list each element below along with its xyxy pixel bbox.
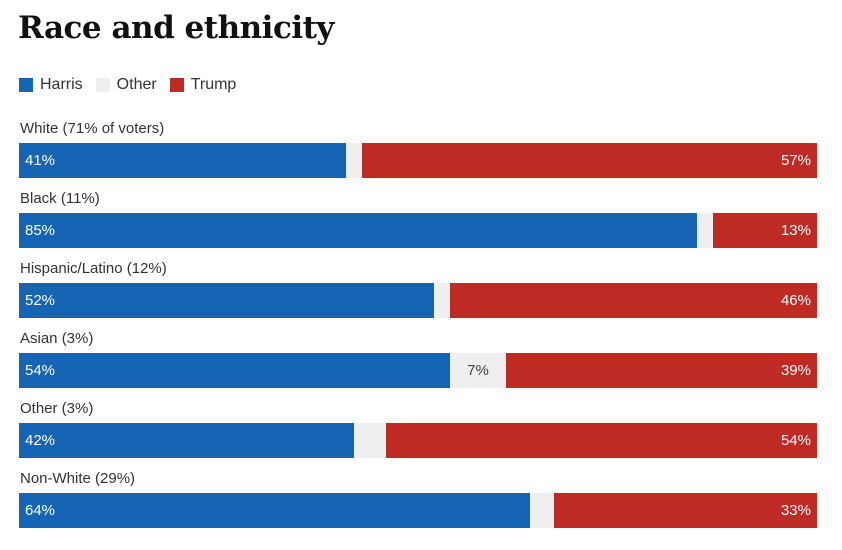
bar-row-hispanic-latino-12: Hispanic/Latino (12%) 52% 46% [19,258,817,328]
bar-row-non-white-29: Non-White (29%) 64% 33% [19,468,817,538]
data-label-trump: 46% [780,292,811,309]
data-label-harris: 42% [25,432,56,449]
stacked-bar: 64% 33% [19,493,817,528]
data-label-trump: 57% [780,152,811,169]
legend-item-other: Other [95,76,157,94]
data-label-harris: 52% [25,292,56,309]
data-label-harris: 85% [25,222,56,239]
bar-segment-other [530,493,554,528]
bar-row-asian-3: Asian (3%) 54% 7% 39% [19,328,817,398]
data-label-other: 7% [467,362,489,379]
bar-segment-trump: 57% [362,143,817,178]
bar-segment-trump: 13% [713,213,817,248]
data-label-trump: 33% [780,502,811,519]
stacked-bar: 85% 13% [19,213,817,248]
category-label: Black (11%) [20,190,100,207]
stacked-bar: 41% 57% [19,143,817,178]
bar-segment-harris: 85% [19,213,697,248]
stacked-bar: 42% 54% [19,423,817,458]
legend-item-trump: Trump [169,76,237,94]
bar-segment-harris: 54% [19,353,450,388]
legend-item-harris: Harris [19,76,83,94]
bar-row-white-71-of-voters: White (71% of voters) 41% 57% [19,118,817,188]
category-label: Asian (3%) [20,330,94,347]
category-label: Non-White (29%) [20,470,136,487]
bar-segment-trump: 54% [386,423,817,458]
bar-segment-trump: 33% [554,493,817,528]
data-label-harris: 54% [25,362,56,379]
bar-segment-harris: 52% [19,283,434,318]
category-label: Hispanic/Latino (12%) [20,260,167,277]
bar-segment-trump: 46% [450,283,817,318]
legend-label-other: Other [116,76,157,93]
stacked-bar: 54% 7% 39% [19,353,817,388]
legend-label-harris: Harris [40,76,83,93]
bar-segment-trump: 39% [506,353,817,388]
legend: Harris Other Trump [19,75,249,95]
legend-swatch-harris [19,78,33,92]
stacked-bar-chart: White (71% of voters) 41% 57% Black (11%) 85… [19,118,817,538]
bar-segment-other [434,283,450,318]
stacked-bar: 52% 46% [19,283,817,318]
data-label-harris: 64% [25,502,56,519]
data-label-harris: 41% [25,152,56,169]
bar-segment-other [346,143,362,178]
bar-row-black-11: Black (11%) 85% 13% [19,188,817,258]
data-label-trump: 39% [780,362,811,379]
bar-segment-other [697,213,713,248]
bar-row-other-3: Other (3%) 42% 54% [19,398,817,468]
bar-segment-other [354,423,386,458]
data-label-trump: 54% [780,432,811,449]
bar-segment-harris: 64% [19,493,530,528]
legend-swatch-other [95,78,110,92]
bar-segment-other: 7% [450,353,506,388]
legend-label-trump: Trump [190,76,237,93]
data-label-trump: 13% [780,222,811,239]
legend-swatch-trump [169,78,184,92]
category-label: Other (3%) [20,400,94,417]
bar-segment-harris: 41% [19,143,346,178]
category-label: White (71% of voters) [20,120,165,137]
bar-segment-harris: 42% [19,423,354,458]
chart-title: Race and ethnicity [18,10,334,46]
